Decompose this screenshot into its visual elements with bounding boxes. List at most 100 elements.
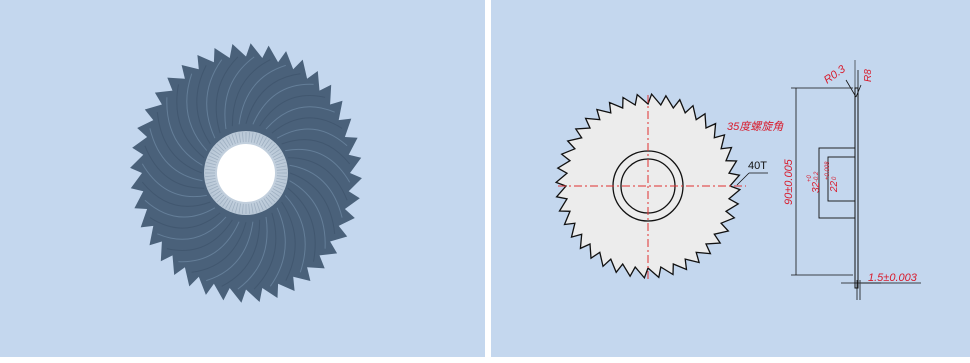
bore-dim-label: 32 +0 -0.2 — [807, 171, 822, 193]
thickness-dim-label: 1.5±0.003 — [868, 272, 918, 284]
helix-streak — [141, 163, 207, 198]
knurl-tick — [272, 188, 282, 194]
knurl-tick — [219, 141, 227, 150]
knurl-tick — [212, 190, 221, 197]
helix-streak — [144, 199, 216, 218]
knurl-tick — [238, 132, 241, 143]
helix-streak — [287, 187, 316, 262]
helix-streak — [269, 207, 286, 287]
hub-tol-lower: 0 — [832, 176, 838, 180]
knurl-tick — [225, 199, 231, 209]
knurl-tick — [242, 203, 244, 214]
knurl-tick — [238, 203, 241, 214]
edge-radius-2-label: R8 — [863, 69, 874, 82]
helix-streak — [289, 180, 326, 249]
knurl-tick — [231, 134, 236, 145]
helix-streak — [289, 172, 336, 234]
helix-streak — [252, 83, 314, 125]
knurl-tick — [258, 135, 264, 146]
helix-streak — [253, 212, 277, 290]
helix-streak — [156, 112, 203, 174]
helix-streak — [284, 195, 306, 273]
diameter-dim-label: 90±0.005 — [783, 158, 795, 205]
helix-streak — [176, 84, 205, 159]
hub-dim-value: 22 — [829, 180, 840, 193]
knurl-tick — [205, 178, 216, 181]
knurl-tick — [248, 132, 250, 143]
knurl-tick — [208, 185, 219, 191]
knurl-tick — [206, 162, 217, 166]
helix-streak — [285, 148, 351, 183]
knurl-tick — [205, 169, 216, 171]
knurl-tick — [275, 162, 286, 166]
bore-tol-upper: +0 — [807, 174, 813, 182]
knurl-tick — [251, 132, 254, 143]
helix-streak — [166, 219, 233, 251]
knurl-tick — [248, 203, 250, 214]
helix-streak — [178, 221, 240, 263]
knurl-tick — [205, 175, 216, 177]
knurl-tick — [256, 201, 261, 212]
knurl-tick — [275, 180, 286, 184]
side-view-blade — [854, 87, 859, 289]
helix-streak — [271, 117, 343, 134]
knurl-tick — [276, 169, 287, 171]
helix-streak — [206, 59, 223, 139]
knurl-tick — [276, 175, 287, 177]
knurl-tick — [208, 155, 219, 161]
helix-streak — [281, 139, 351, 165]
knurl-tick — [253, 133, 257, 144]
knurl-tick — [207, 158, 218, 163]
knurl-tick — [272, 152, 282, 158]
knurl-tick — [273, 155, 284, 161]
hub-knurl — [205, 132, 287, 214]
helix-streak — [191, 222, 247, 273]
helix-streak — [287, 157, 348, 201]
left-panel-rendered-saw — [0, 0, 485, 357]
rendered-saw-svg — [130, 43, 362, 303]
saw-bore-hole — [217, 144, 275, 202]
knurl-tick — [206, 180, 217, 184]
helix-streak — [166, 97, 203, 166]
helix-streak — [157, 216, 227, 240]
helix-streak — [237, 216, 268, 290]
knurl-tick — [269, 192, 278, 200]
knurl-tick — [258, 200, 264, 211]
technical-drawing-svg: 35度螺旋角 40T 90±0.005 32 — [554, 60, 921, 300]
helix-streak — [238, 64, 286, 125]
right-panel-technical-drawing: 35度螺旋角 40T 90±0.005 32 — [491, 0, 970, 357]
knurl-tick — [216, 143, 225, 152]
knurl-tick — [265, 196, 273, 205]
helix-streak — [276, 128, 348, 147]
knurl-tick — [251, 203, 254, 214]
helix-streak — [265, 106, 335, 130]
knurl-tick — [222, 198, 229, 207]
knurl-tick — [205, 165, 216, 168]
helix-streak — [289, 164, 343, 218]
helix-streak — [149, 128, 203, 182]
knurl-tick — [219, 196, 227, 205]
helix-streak — [196, 65, 211, 145]
bore-dim-value: 32 — [811, 181, 822, 193]
helix-streak — [221, 219, 261, 287]
knurl-tick — [271, 149, 280, 156]
knurl-tick — [242, 132, 244, 143]
knurl-tick — [276, 178, 287, 181]
helix-streak — [259, 95, 326, 127]
tooth-count-leader — [736, 172, 750, 186]
knurl-tick — [267, 143, 276, 152]
knurl-tick — [235, 133, 239, 144]
knurl-tick — [228, 200, 234, 211]
helix-streak — [149, 212, 221, 229]
knurl-tick — [261, 199, 267, 209]
knurl-tick — [274, 158, 285, 163]
helix-streak — [231, 59, 271, 127]
knurl-tick — [274, 183, 285, 188]
knurl-tick — [267, 194, 276, 203]
knurl-tick — [253, 202, 257, 213]
knurl-tick — [210, 188, 220, 194]
knurl-tick — [214, 146, 223, 154]
helix-streak — [144, 145, 205, 189]
edge-radius-label: R0.3 — [822, 63, 849, 87]
knurl-tick — [271, 190, 280, 197]
